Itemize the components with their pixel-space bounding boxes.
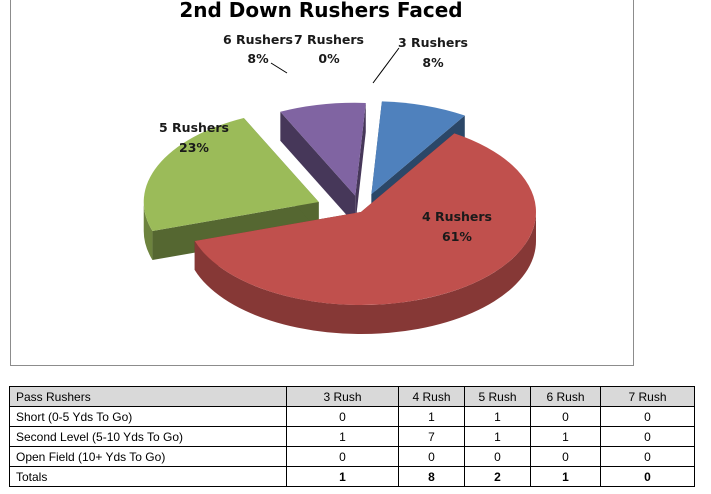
slice-label-name: 4 Rushers — [422, 209, 492, 224]
totals-row: Totals 1 8 2 1 0 — [9, 466, 695, 487]
table-row: Second Level (5-10 Yds To Go) 1 7 1 1 0 — [9, 426, 695, 447]
table-cell: 0 — [286, 446, 399, 467]
pie-chart: 3 Rushers 8% 4 Rushers 61% 5 Rushers 23% 6 Rus… — [143, 0, 536, 334]
table-header-row: Pass Rushers 3 Rush 4 Rush 5 Rush 6 Rush 7 Ru… — [9, 386, 695, 407]
table-cell: 1 — [286, 426, 399, 447]
table-cell: 0 — [530, 446, 601, 467]
pie-slice-3-rushers — [371, 101, 465, 195]
table-cell: 0 — [600, 446, 695, 467]
row-label: Short (0-5 Yds To Go) — [9, 406, 287, 427]
column-header: 7 Rush — [600, 386, 695, 407]
pie-slice-wall — [194, 212, 536, 334]
slice-label-name: 7 Rushers — [294, 32, 364, 47]
pass-rushers-table: Pass Rushers 3 Rush 4 Rush 5 Rush 6 Rush 7 Ru… — [9, 386, 695, 487]
table-cell: 0 — [600, 466, 695, 487]
slice-label-percent: 8% — [422, 55, 444, 70]
table-cell: 1 — [530, 466, 601, 487]
column-header: 3 Rush — [286, 386, 399, 407]
chart-title: 2nd Down Rushers Faced — [179, 0, 462, 22]
table-cell: 2 — [464, 466, 531, 487]
slice-label-name: 6 Rushers — [223, 32, 293, 47]
table-cell: 0 — [398, 446, 465, 467]
column-header: 5 Rush — [464, 386, 531, 407]
table-cell: 1 — [286, 466, 399, 487]
slice-label-name: 5 Rushers — [159, 120, 229, 135]
column-header: 6 Rush — [530, 386, 601, 407]
table-cell: 1 — [464, 406, 531, 427]
pie-slice-side — [152, 202, 319, 261]
pie-slice-side — [280, 111, 356, 225]
table-cell: 7 — [398, 426, 465, 447]
leader-line — [270, 62, 288, 74]
table-cell: 0 — [464, 446, 531, 467]
pie-slice-side — [355, 102, 366, 225]
slice-label-percent: 23% — [179, 140, 209, 155]
table-cell: 0 — [530, 406, 601, 427]
slice-label-percent: 8% — [247, 51, 269, 66]
pie-slice-wall — [143, 202, 153, 261]
pie-slice-5-rushers — [143, 117, 319, 232]
chart-area: 3 Rushers 8% 4 Rushers 61% 5 Rushers 23% 6 Rus… — [10, 0, 634, 366]
table-cell: 0 — [600, 406, 695, 427]
pie-slice-6-rushers — [280, 102, 366, 196]
leader-line — [372, 47, 400, 84]
row-label: Totals — [9, 466, 287, 487]
slice-label-name: 3 Rushers — [398, 35, 468, 50]
pie-slice-4-rushers — [194, 133, 536, 305]
row-label: Second Level (5-10 Yds To Go) — [9, 426, 287, 447]
table-cell: 1 — [398, 406, 465, 427]
column-header: Pass Rushers — [9, 386, 287, 407]
table-cell: 0 — [600, 426, 695, 447]
table-cell: 1 — [464, 426, 531, 447]
slice-label-percent: 0% — [318, 51, 340, 66]
table-cell: 0 — [286, 406, 399, 427]
row-label: Open Field (10+ Yds To Go) — [9, 446, 287, 467]
table-cell: 1 — [530, 426, 601, 447]
table-row: Short (0-5 Yds To Go) 0 1 1 0 0 — [9, 406, 695, 427]
slice-label-percent: 61% — [442, 229, 472, 244]
column-header: 4 Rush — [398, 386, 465, 407]
table-row: Open Field (10+ Yds To Go) 0 0 0 0 0 — [9, 446, 695, 467]
table-cell: 8 — [398, 466, 465, 487]
